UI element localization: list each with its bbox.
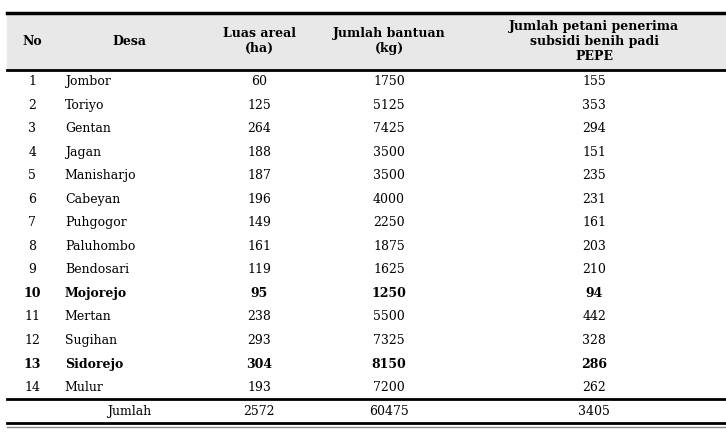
Text: 193: 193 [248,381,272,394]
Text: 5500: 5500 [373,310,405,324]
Text: 14: 14 [25,381,41,394]
Text: 5125: 5125 [373,99,405,112]
Text: Manisharjo: Manisharjo [65,169,136,182]
Text: 7: 7 [28,216,36,229]
Bar [7,117,726,140]
Text: Bendosari: Bendosari [65,263,129,276]
Text: Jombor: Jombor [65,75,110,88]
Text: 125: 125 [248,99,272,112]
Text: 1250: 1250 [372,287,407,300]
Text: 8: 8 [28,240,36,253]
Text: 210: 210 [582,263,606,276]
Text: 353: 353 [582,99,606,112]
Bar [7,235,726,258]
Text: 238: 238 [248,310,272,324]
Text: 3405: 3405 [579,405,611,418]
Text: 231: 231 [582,193,606,206]
Text: 203: 203 [582,240,606,253]
Bar [7,70,726,93]
Text: Mulur: Mulur [65,381,104,394]
Text: Cabeyan: Cabeyan [65,193,120,206]
Bar [7,329,726,352]
Bar [7,258,726,282]
Text: 10: 10 [24,287,41,300]
Bar [7,305,726,329]
Bar [7,352,726,376]
Text: Desa: Desa [113,35,147,48]
Text: 11: 11 [25,310,41,324]
Text: 328: 328 [582,334,606,347]
Text: 1625: 1625 [373,263,405,276]
Text: 235: 235 [582,169,606,182]
Bar [7,376,726,399]
Text: 155: 155 [582,75,606,88]
Text: Sidorejo: Sidorejo [65,358,123,371]
Text: 304: 304 [246,358,272,371]
Bar [7,211,726,235]
Text: 2: 2 [28,99,36,112]
Text: Sugihan: Sugihan [65,334,117,347]
Bar [7,282,726,305]
Text: 1750: 1750 [373,75,405,88]
Text: 187: 187 [248,169,272,182]
Text: 6: 6 [28,193,36,206]
Text: 95: 95 [250,287,268,300]
Text: 4: 4 [28,146,36,159]
Text: 2572: 2572 [244,405,275,418]
Text: 4000: 4000 [373,193,405,206]
Text: Puhgogor: Puhgogor [65,216,126,229]
Text: 161: 161 [582,216,606,229]
Text: 94: 94 [586,287,603,300]
Text: Jagan: Jagan [65,146,101,159]
Text: 286: 286 [582,358,608,371]
Text: Mojorejo: Mojorejo [65,287,127,300]
Text: 151: 151 [582,146,606,159]
Text: Luas areal
(ha): Luas areal (ha) [223,27,295,55]
Bar [7,164,726,187]
Text: Jumlah: Jumlah [107,405,152,418]
Text: 1: 1 [28,75,36,88]
Text: Gentan: Gentan [65,122,110,135]
Text: 1875: 1875 [373,240,405,253]
Text: 264: 264 [248,122,272,135]
Text: 196: 196 [248,193,272,206]
Text: 442: 442 [582,310,606,324]
Text: Jumlah petani penerima
subsidi benih padi
PEPE: Jumlah petani penerima subsidi benih pad… [509,20,680,63]
Text: 3500: 3500 [373,146,405,159]
Bar [7,140,726,164]
Text: 5: 5 [28,169,36,182]
Text: 2250: 2250 [373,216,405,229]
Text: 188: 188 [248,146,272,159]
Text: 60: 60 [251,75,267,88]
Text: 8150: 8150 [372,358,407,371]
Text: 12: 12 [25,334,41,347]
Text: 7200: 7200 [373,381,405,394]
Text: 293: 293 [248,334,272,347]
Text: 119: 119 [248,263,272,276]
Text: No: No [23,35,42,48]
Text: 13: 13 [24,358,41,371]
Text: 161: 161 [248,240,272,253]
Bar [7,399,726,423]
Text: 7425: 7425 [373,122,405,135]
Text: 262: 262 [582,381,606,394]
Text: 3: 3 [28,122,36,135]
Text: Jumlah bantuan
(kg): Jumlah bantuan (kg) [333,27,445,55]
Text: 149: 149 [248,216,272,229]
Text: 294: 294 [582,122,606,135]
Text: 9: 9 [28,263,36,276]
Text: Paluhombo: Paluhombo [65,240,135,253]
Bar [7,93,726,117]
Text: Toriyo: Toriyo [65,99,105,112]
Text: 60475: 60475 [369,405,409,418]
Text: Mertan: Mertan [65,310,112,324]
Text: 3500: 3500 [373,169,405,182]
Text: 7325: 7325 [373,334,405,347]
Bar [7,187,726,211]
